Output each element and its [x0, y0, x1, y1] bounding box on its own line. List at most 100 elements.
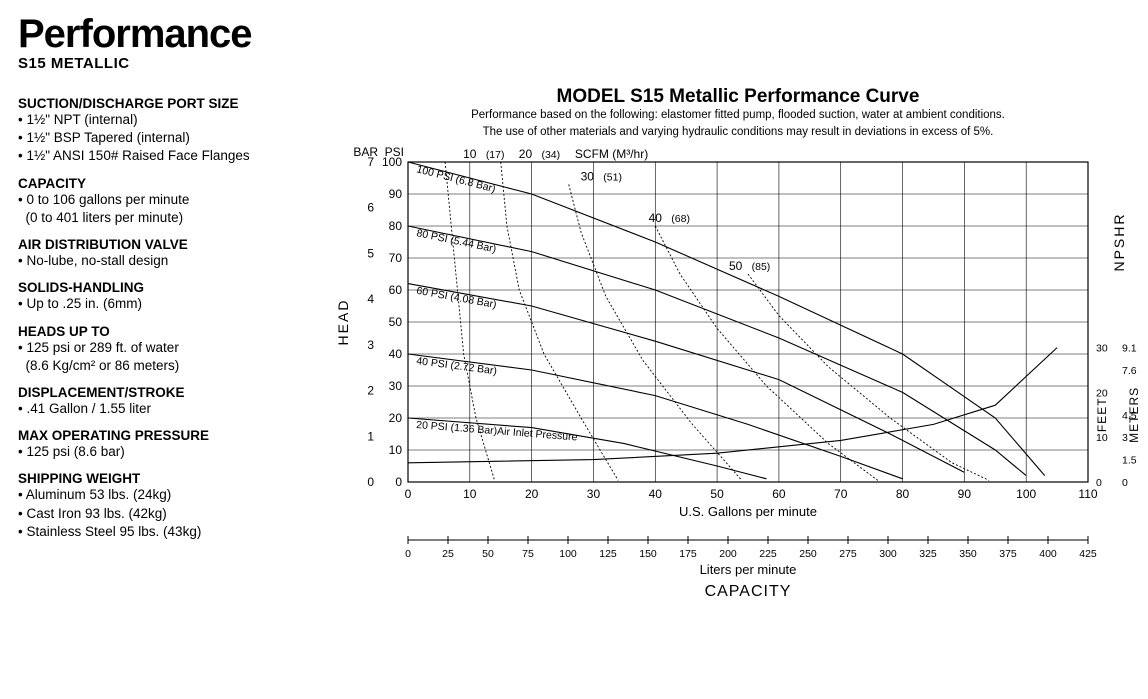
svg-text:150: 150 — [639, 548, 657, 560]
svg-text:80: 80 — [389, 219, 403, 233]
svg-text:300: 300 — [879, 548, 897, 560]
svg-text:0: 0 — [1096, 477, 1102, 489]
svg-text:175: 175 — [679, 548, 697, 560]
svg-text:425: 425 — [1079, 548, 1097, 560]
spec-heading: CAPACITY — [18, 176, 318, 191]
page-title: Performance — [18, 12, 1130, 57]
svg-text:30: 30 — [389, 379, 403, 393]
svg-text:200: 200 — [719, 548, 737, 560]
page-subtitle: S15 METALLIC — [18, 55, 1130, 72]
svg-text:6: 6 — [367, 201, 374, 215]
svg-text:20 PSI (1.36 Bar)Air Inlet Pre: 20 PSI (1.36 Bar)Air Inlet Pressure — [416, 419, 578, 443]
svg-text:225: 225 — [759, 548, 777, 560]
spec-heading: MAX OPERATING PRESSURE — [18, 428, 318, 443]
svg-text:30: 30 — [1096, 342, 1108, 354]
spec-item: • 125 psi (8.6 bar) — [18, 443, 318, 461]
svg-text:(68): (68) — [671, 213, 690, 225]
spec-item: • 1½" NPT (internal) — [18, 111, 318, 129]
spec-item: (0 to 401 liters per minute) — [18, 209, 318, 227]
svg-text:0: 0 — [367, 475, 374, 489]
svg-text:80: 80 — [896, 487, 910, 501]
svg-text:5: 5 — [367, 246, 374, 260]
svg-text:(51): (51) — [603, 171, 622, 183]
svg-text:30: 30 — [587, 487, 601, 501]
svg-text:SCFM (M³/hr): SCFM (M³/hr) — [575, 147, 648, 161]
svg-text:2: 2 — [367, 383, 374, 397]
svg-text:50: 50 — [482, 548, 494, 560]
svg-text:70: 70 — [834, 487, 848, 501]
spec-item: • No-lube, no-stall design — [18, 252, 318, 270]
svg-text:Liters per minute: Liters per minute — [700, 562, 797, 577]
chart-subtitle-2: The use of other materials and varying h… — [328, 125, 1148, 140]
svg-text:3: 3 — [367, 338, 374, 352]
spec-item: • Stainless Steel 95 lbs. (43kg) — [18, 523, 318, 541]
svg-text:350: 350 — [959, 548, 977, 560]
spec-item: • Up to .25 in. (6mm) — [18, 295, 318, 313]
svg-text:325: 325 — [919, 548, 937, 560]
svg-text:60: 60 — [772, 487, 786, 501]
svg-text:FEET: FEET — [1095, 397, 1109, 432]
svg-text:PSI: PSI — [385, 145, 404, 159]
svg-text:10: 10 — [463, 487, 477, 501]
svg-text:20: 20 — [519, 147, 533, 161]
svg-text:50: 50 — [710, 487, 724, 501]
svg-text:40: 40 — [649, 211, 663, 225]
svg-text:125: 125 — [599, 548, 617, 560]
spec-item: • 1½" BSP Tapered (internal) — [18, 129, 318, 147]
svg-text:275: 275 — [839, 548, 857, 560]
svg-text:10: 10 — [389, 443, 403, 457]
svg-text:60 PSI (4.08 Bar): 60 PSI (4.08 Bar) — [415, 285, 497, 311]
spec-column: SUCTION/DISCHARGE PORT SIZE• 1½" NPT (in… — [18, 86, 318, 687]
svg-text:100: 100 — [1016, 487, 1036, 501]
svg-text:1: 1 — [367, 429, 374, 443]
svg-text:BAR: BAR — [353, 145, 378, 159]
svg-text:0: 0 — [405, 548, 411, 560]
svg-text:30: 30 — [581, 169, 595, 183]
svg-text:25: 25 — [442, 548, 454, 560]
svg-text:100 PSI (6.8 Bar): 100 PSI (6.8 Bar) — [415, 163, 497, 195]
spec-heading: AIR DISTRIBUTION VALVE — [18, 237, 318, 252]
svg-text:50: 50 — [729, 259, 743, 273]
svg-text:1.5: 1.5 — [1122, 454, 1137, 466]
svg-text:NPSHR: NPSHR — [1111, 212, 1127, 271]
svg-text:400: 400 — [1039, 548, 1057, 560]
spec-heading: HEADS UP TO — [18, 324, 318, 339]
svg-text:40: 40 — [389, 347, 403, 361]
svg-text:60: 60 — [389, 283, 403, 297]
spec-item: (8.6 Kg/cm² or 86 meters) — [18, 357, 318, 375]
chart-panel: MODEL S15 Metallic Performance Curve Per… — [318, 86, 1148, 687]
performance-chart: 0102030405060708090100PSI01234567BARHEAD… — [328, 142, 1148, 682]
spec-item: • Cast Iron 93 lbs. (42kg) — [18, 505, 318, 523]
svg-text:110: 110 — [1078, 487, 1097, 501]
svg-text:375: 375 — [999, 548, 1017, 560]
svg-text:(34): (34) — [541, 149, 560, 161]
spec-heading: SHIPPING WEIGHT — [18, 471, 318, 486]
svg-text:7.6: 7.6 — [1122, 365, 1137, 377]
svg-text:20: 20 — [389, 411, 403, 425]
svg-text:9.1: 9.1 — [1122, 342, 1137, 354]
spec-heading: SOLIDS-HANDLING — [18, 280, 318, 295]
spec-item: • Aluminum 53 lbs. (24kg) — [18, 486, 318, 504]
spec-heading: DISPLACEMENT/STROKE — [18, 385, 318, 400]
spec-item: • 0 to 106 gallons per minute — [18, 191, 318, 209]
spec-item: • 125 psi or 289 ft. of water — [18, 339, 318, 357]
chart-title: MODEL S15 Metallic Performance Curve — [328, 86, 1148, 108]
svg-text:METERS: METERS — [1127, 387, 1141, 443]
svg-text:0: 0 — [405, 487, 412, 501]
svg-text:40 PSI (2.72 Bar): 40 PSI (2.72 Bar) — [416, 355, 498, 377]
svg-text:CAPACITY: CAPACITY — [705, 583, 792, 600]
svg-text:0: 0 — [395, 475, 402, 489]
svg-text:250: 250 — [799, 548, 817, 560]
svg-text:0: 0 — [1122, 477, 1128, 489]
svg-text:20: 20 — [525, 487, 539, 501]
svg-text:90: 90 — [389, 187, 403, 201]
spec-item: • 1½" ANSI 150# Raised Face Flanges — [18, 147, 318, 165]
svg-text:(17): (17) — [486, 149, 505, 161]
svg-text:U.S. Gallons per minute: U.S. Gallons per minute — [679, 504, 817, 519]
svg-text:HEAD: HEAD — [335, 298, 351, 345]
svg-text:90: 90 — [958, 487, 972, 501]
svg-text:4: 4 — [367, 292, 374, 306]
svg-text:100: 100 — [559, 548, 577, 560]
svg-text:10: 10 — [1096, 432, 1108, 444]
svg-text:10: 10 — [463, 147, 477, 161]
